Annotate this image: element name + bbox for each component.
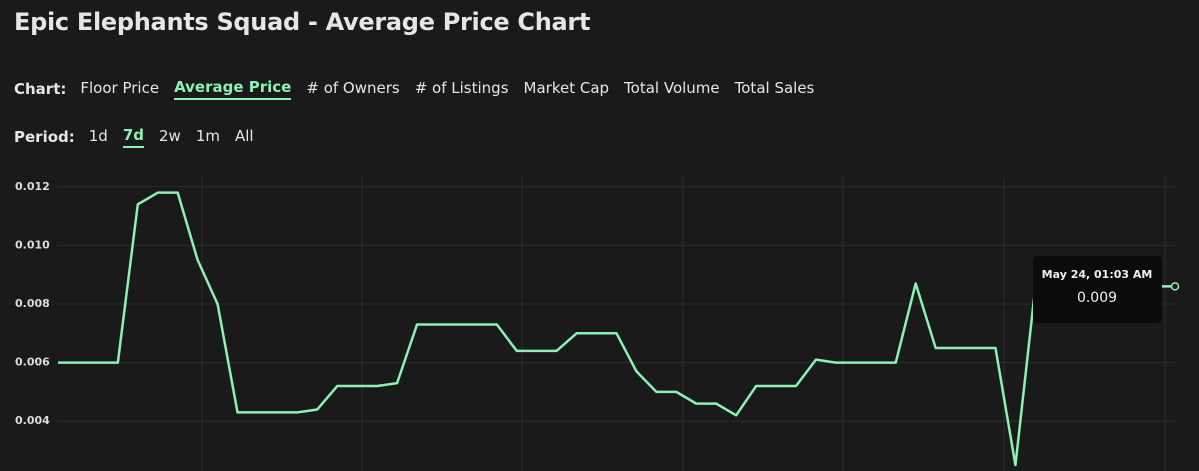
period-tabs: Period: 1d 7d 2w 1m All [14,126,269,148]
tab[interactable]: # of Owners [306,79,400,97]
y-tick-label: 0.010 [15,238,50,251]
hover-point [1170,282,1180,291]
tab[interactable]: Market Cap [523,79,610,97]
y-tick-label: 0.004 [15,414,50,427]
tab[interactable]: Floor Price [80,79,160,97]
y-tick-label: 0.012 [15,180,50,193]
tab[interactable]: # of Listings [414,79,509,97]
tab[interactable]: 2w [159,127,181,145]
y-tick-label: 0.006 [15,356,50,369]
tab[interactable]: Average Price [174,78,292,100]
price-line [58,191,1175,467]
tab[interactable]: 7d [122,126,145,148]
tab[interactable]: Total Sales [734,79,815,97]
tooltip-value: 0.009 [1077,290,1117,306]
tooltip-date: May 24, 01:03 AM [1042,268,1153,281]
tab[interactable]: 1d [88,127,108,145]
page-title: Epic Elephants Squad - Average Price Cha… [14,8,591,36]
tooltip-box [1033,256,1162,323]
tooltip: May 24, 01:03 AM 0.009 [1033,256,1162,323]
tab[interactable]: 1m [195,127,220,145]
y-tick-label: 0.008 [15,297,50,310]
tab-label: Chart: [14,80,67,98]
tab[interactable]: Total Volume [624,79,720,97]
chart-tabs: Chart: Floor Price Average Price # of Owner… [14,78,829,100]
tab[interactable]: All [234,127,254,145]
tab-label: Period: [14,128,75,146]
